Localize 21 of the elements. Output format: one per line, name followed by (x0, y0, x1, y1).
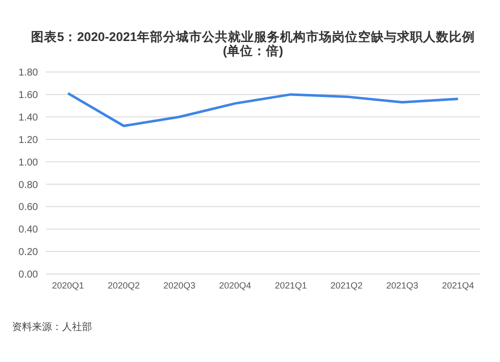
y-tick-label: 1.00 (18, 157, 38, 168)
x-tick-label: 2021Q4 (442, 280, 474, 290)
x-tick-label: 2021Q1 (274, 280, 307, 290)
y-tick-label: 1.80 (18, 68, 38, 79)
x-tick-label: 2020Q3 (163, 280, 196, 290)
y-tick-label: 0.20 (18, 247, 38, 258)
y-tick-label: 0.60 (18, 202, 38, 214)
x-tick-label: 2020Q2 (108, 280, 140, 290)
x-tick-label: 2020Q4 (219, 280, 252, 290)
y-tick-label: 1.20 (18, 134, 38, 146)
x-tick-label: 2021Q2 (330, 280, 363, 290)
y-tick-label: 1.60 (18, 90, 38, 101)
x-tick-label: 2021Q3 (386, 280, 418, 290)
chart-title: 图表5：2020-2021年部分城市公共就业服务机构市场岗位空缺与求职人数比例(单位：倍) (30, 30, 476, 58)
y-tick-label: 0.00 (18, 270, 38, 281)
y-tick-label: 0.40 (18, 224, 38, 236)
line-series (66, 92, 460, 128)
y-tick-label: 0.80 (18, 180, 38, 191)
x-tick-label: 2020Q1 (52, 280, 84, 290)
y-tick-label: 1.40 (18, 112, 38, 124)
text: 资料来源：人社部 (12, 320, 92, 334)
